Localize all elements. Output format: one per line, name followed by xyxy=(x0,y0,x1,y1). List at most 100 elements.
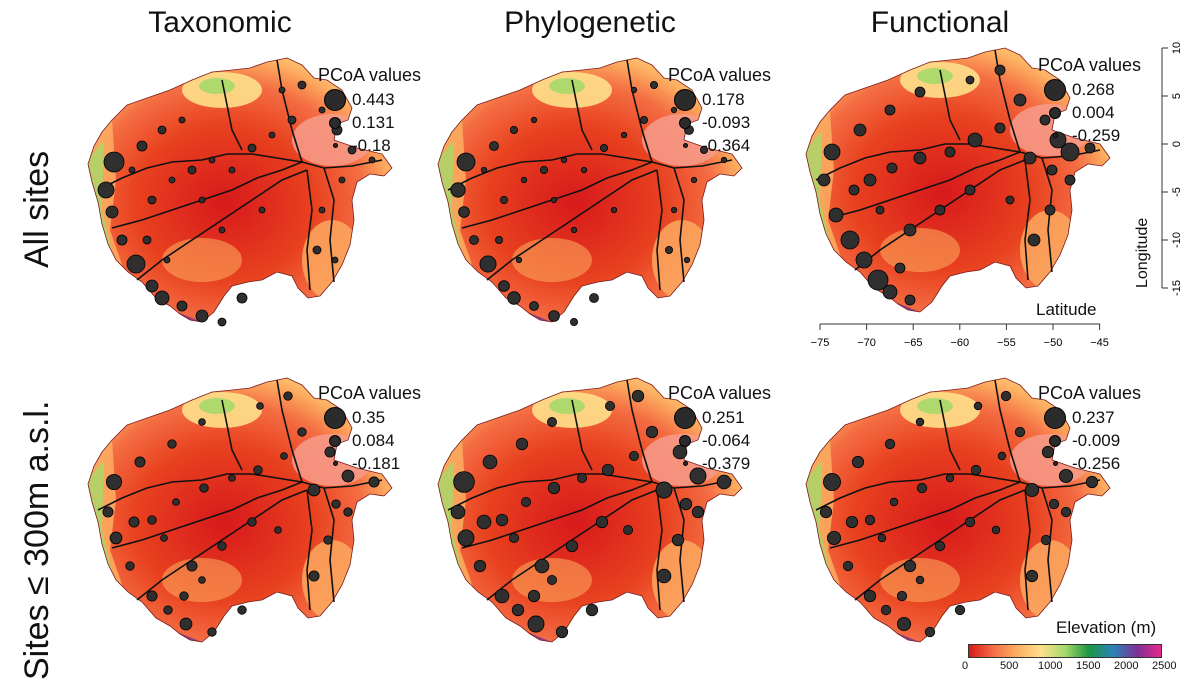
site-dot xyxy=(154,290,170,306)
site-dot xyxy=(882,284,898,300)
site-dot xyxy=(105,473,123,491)
site-dot xyxy=(308,570,320,582)
site-dot xyxy=(318,206,326,214)
site-dot xyxy=(720,156,728,164)
legend-title: PCoA values xyxy=(1038,55,1142,75)
site-dot xyxy=(994,64,1006,76)
site-dot xyxy=(622,524,633,535)
site-dot xyxy=(655,481,673,499)
site-dot xyxy=(823,143,841,161)
legend-fun-all: PCoA values 0.268 0.004 -0.259 xyxy=(1038,56,1141,147)
river xyxy=(276,59,303,163)
river xyxy=(97,153,383,191)
site-dot xyxy=(896,590,908,602)
site-dot xyxy=(934,540,946,552)
map-panel-phy-all xyxy=(437,57,743,326)
guiana-peaks xyxy=(917,68,953,84)
site-dot xyxy=(1058,468,1074,484)
legend-dot-small xyxy=(682,461,688,466)
site-dot xyxy=(500,195,509,204)
site-dot xyxy=(889,497,899,507)
site-dot xyxy=(511,603,525,617)
andes-highlands xyxy=(88,460,144,616)
site-dot xyxy=(842,560,854,572)
site-dot xyxy=(297,80,307,90)
site-dot xyxy=(199,483,209,493)
site-dot xyxy=(126,254,146,274)
river xyxy=(626,59,653,163)
site-dot xyxy=(965,75,975,85)
legend-dot-large xyxy=(324,406,346,429)
site-dot xyxy=(683,256,691,264)
site-dot xyxy=(527,615,545,633)
site-dot xyxy=(1039,114,1051,126)
river xyxy=(571,79,593,151)
site-dot xyxy=(495,235,504,244)
site-dot xyxy=(863,589,877,603)
site-dot xyxy=(970,464,982,476)
legend-dot-small xyxy=(1052,133,1058,138)
site-dot xyxy=(915,417,925,427)
site-dot xyxy=(105,205,119,219)
site-dot xyxy=(585,603,599,617)
site-dot xyxy=(258,206,266,214)
site-dot xyxy=(167,439,177,449)
site-dot xyxy=(851,455,865,469)
site-dot xyxy=(323,535,333,545)
site-dot xyxy=(163,256,171,264)
site-dot xyxy=(610,206,618,214)
site-dot xyxy=(991,525,1001,535)
river xyxy=(656,489,663,611)
site-dot xyxy=(318,106,326,114)
legend-value-mid: -0.093 xyxy=(702,113,751,132)
site-dot xyxy=(875,205,885,215)
guiana-peaks xyxy=(549,78,585,94)
site-dot xyxy=(142,235,152,245)
site-dot xyxy=(521,497,532,508)
legend-dot-large xyxy=(324,88,346,111)
site-dot xyxy=(136,140,148,152)
andes-highlands xyxy=(438,460,494,616)
river xyxy=(306,169,313,291)
site-dot xyxy=(840,230,860,250)
site-dot xyxy=(934,204,946,216)
site-dot xyxy=(527,589,541,603)
site-dot xyxy=(307,483,321,497)
legend-value-high: 0.268 xyxy=(1072,80,1115,99)
site-dot xyxy=(1023,151,1037,165)
x-tick-label: −60 xyxy=(950,337,969,349)
site-dot xyxy=(368,476,380,488)
legend-value-mid: -0.009 xyxy=(1072,431,1121,450)
column-title-taxonomic: Taxonomic xyxy=(148,6,292,39)
terrain xyxy=(88,58,392,322)
site-dot xyxy=(453,471,475,493)
site-dot xyxy=(510,126,519,135)
x-tick-label: −65 xyxy=(904,337,923,349)
basin-outline xyxy=(87,377,393,643)
site-dot xyxy=(473,559,487,573)
map-panel-tax-all xyxy=(87,57,393,327)
river xyxy=(571,399,593,471)
site-dot xyxy=(368,156,376,164)
site-dot xyxy=(894,262,906,274)
site-dot xyxy=(944,146,956,158)
site-dot xyxy=(628,451,639,462)
river xyxy=(136,169,308,281)
site-dot xyxy=(595,515,609,529)
site-dot xyxy=(507,291,521,305)
site-dot xyxy=(172,498,180,506)
site-dot xyxy=(253,465,263,475)
site-dot xyxy=(649,80,658,89)
legend-value-high: 0.35 xyxy=(352,408,386,427)
site-dot xyxy=(565,539,579,553)
site-dot xyxy=(109,531,123,545)
site-dot xyxy=(145,279,159,293)
legend-value-high: 0.178 xyxy=(702,90,745,109)
site-dot xyxy=(1046,164,1058,176)
site-dot xyxy=(116,234,128,246)
site-dot xyxy=(845,515,859,529)
site-dot xyxy=(450,182,466,198)
site-dot xyxy=(1005,195,1015,205)
legend-value-high: 0.237 xyxy=(1072,408,1115,427)
legend-title: PCoA values xyxy=(318,383,422,403)
